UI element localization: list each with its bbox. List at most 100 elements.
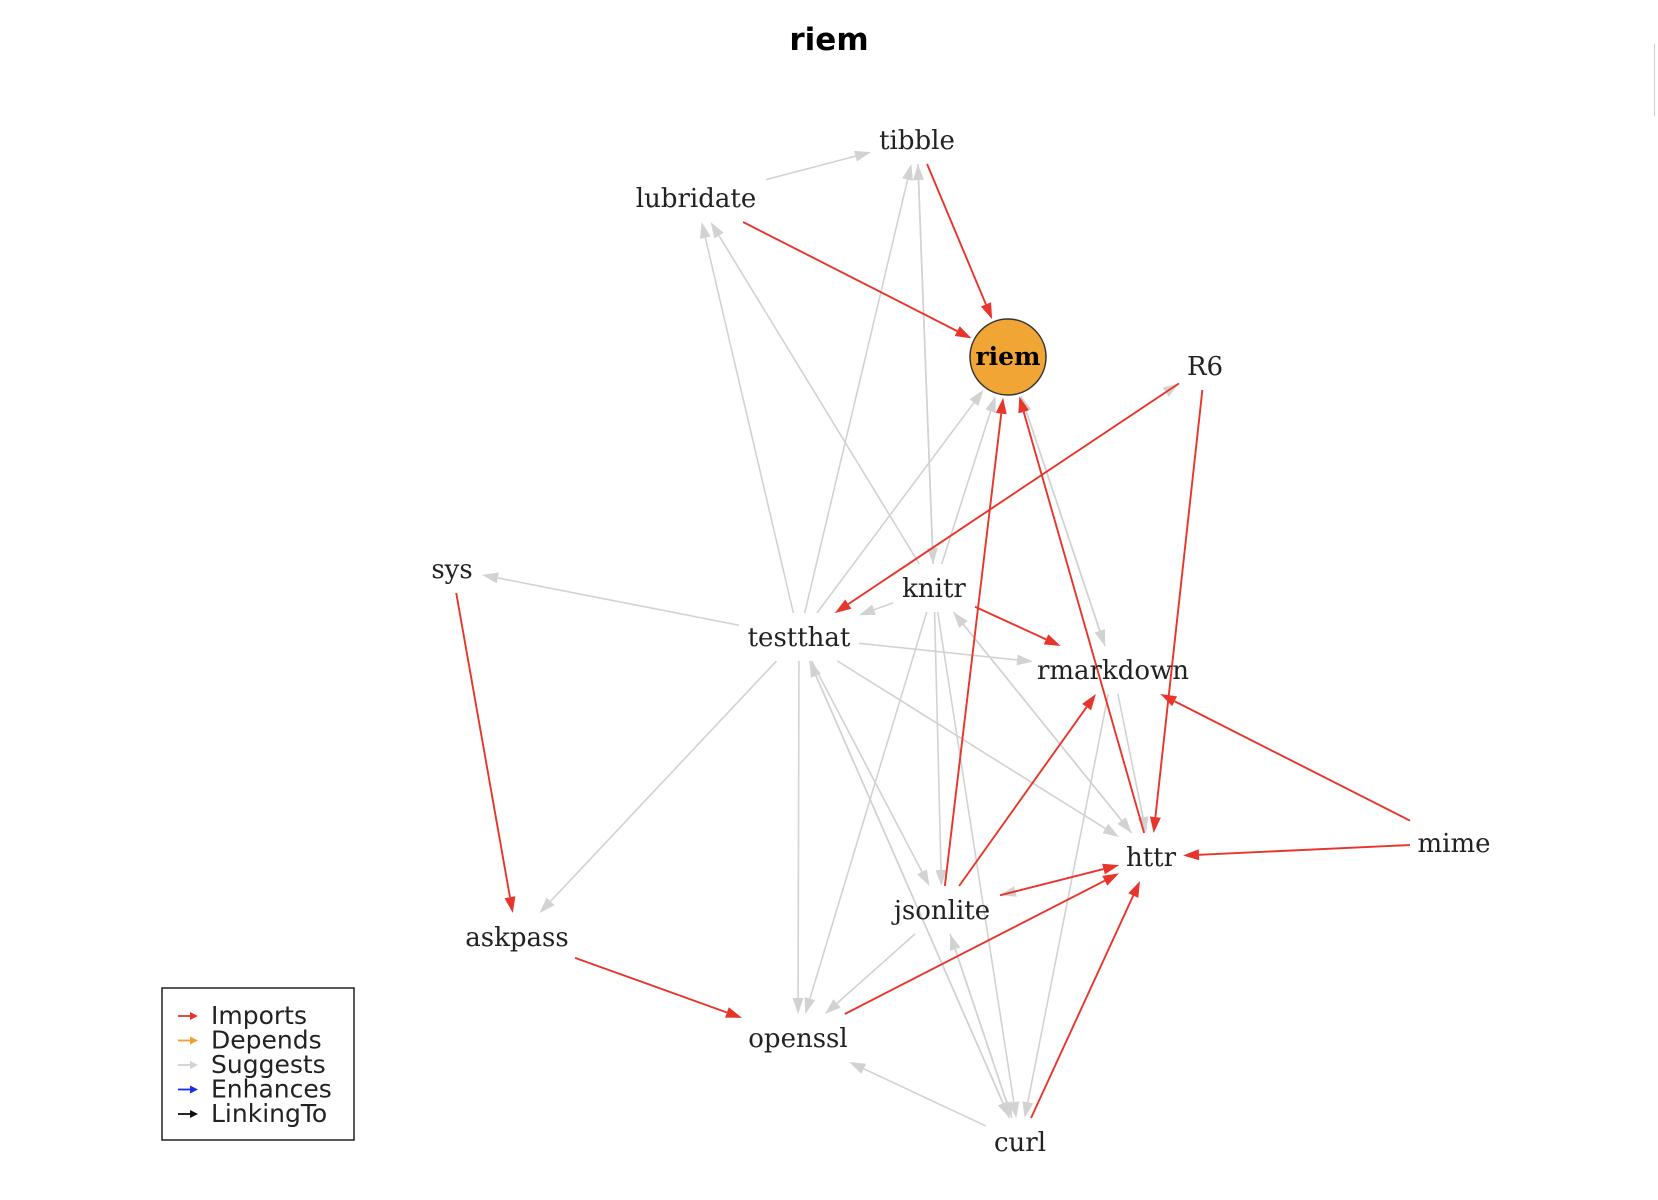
node-askpass: askpass (465, 923, 568, 953)
node-label-R6: R6 (1187, 352, 1223, 382)
node-label-jsonlite: jsonlite (891, 896, 990, 926)
arrowhead (834, 599, 852, 613)
legend-item-linkingto: LinkingTo (178, 1099, 327, 1128)
legend-label: Suggests (211, 1050, 326, 1079)
node-label-mime: mime (1417, 829, 1490, 859)
edge-testthat-to-jsonlite (810, 660, 930, 886)
legend-item-depends: Depends (178, 1026, 322, 1055)
arrowhead (809, 661, 821, 678)
arrowhead (792, 997, 804, 1014)
edge-testthat-to-lubridate (699, 222, 795, 614)
legend-item-suggests: Suggests (178, 1050, 326, 1079)
edge-httr-to-riem (1018, 396, 1146, 834)
arrowhead (699, 222, 711, 239)
edge-knitr-to-curl (936, 611, 1020, 1118)
edge-knitr-to-jsonlite (933, 611, 947, 886)
arrowhead (804, 997, 816, 1014)
arrowhead (953, 612, 968, 628)
arrowhead (1022, 1101, 1034, 1118)
edge-curl-to-jsonlite (949, 934, 1013, 1119)
edge-mime-to-rmarkdown (1160, 694, 1411, 822)
edge-jsonlite-to-rmarkdown (958, 694, 1096, 887)
arrowhead (539, 897, 555, 913)
node-label-lubridate: lubridate (636, 184, 756, 214)
node-knitr: knitr (902, 574, 966, 604)
edge-tibble-to-knitr (917, 163, 938, 564)
arrowhead (725, 1007, 742, 1018)
node-label-askpass: askpass (465, 923, 568, 953)
arrowhead (926, 547, 938, 564)
node-openssl: openssl (748, 1024, 847, 1054)
edge-R6-to-httr (1149, 389, 1204, 833)
arrowhead (1102, 863, 1119, 875)
focus-node-circle (969, 318, 1047, 396)
edge-rmarkdown-to-curl (1022, 693, 1110, 1118)
arrowhead (1183, 849, 1200, 861)
node-label-sys: sys (431, 555, 472, 585)
arrowhead (859, 604, 876, 616)
legend-label: LinkingTo (211, 1099, 327, 1128)
arrowhead (995, 397, 1007, 415)
arrowhead (1001, 1101, 1013, 1118)
edge-jsonlite-to-httr (999, 863, 1119, 897)
arrowhead (1018, 396, 1029, 414)
legend-label: Enhances (211, 1075, 332, 1104)
node-riem: riem (969, 318, 1047, 396)
arrowhead (710, 222, 724, 239)
arrowhead (854, 150, 871, 162)
arrowhead (1082, 694, 1096, 711)
edge-rmarkdown-to-httr (1117, 693, 1149, 833)
node-rmarkdown: rmarkdown (1037, 656, 1189, 686)
edge-R6-to-testthat (834, 382, 1180, 613)
arrowhead (985, 396, 996, 413)
arrowhead (849, 1062, 867, 1074)
edge-jsonlite-to-riem (943, 397, 1007, 887)
edge-jsonlite-to-openssl (825, 933, 916, 1014)
edge-tibble-to-riem (926, 163, 993, 320)
arrowhead (902, 164, 913, 181)
arrowhead (917, 869, 930, 886)
node-jsonlite: jsonlite (891, 896, 990, 926)
node-label-curl: curl (994, 1128, 1046, 1158)
edge-testthat-to-sys (482, 572, 740, 627)
arrowhead (482, 572, 499, 584)
edge-knitr-to-testthat (859, 602, 894, 616)
edge-openssl-to-httr (844, 873, 1119, 1015)
node-label-tibble: tibble (879, 126, 955, 156)
arrowhead (504, 896, 516, 913)
node-tibble: tibble (879, 126, 955, 156)
legend-label: Imports (211, 1001, 307, 1030)
arrowhead (1094, 629, 1106, 646)
node-curl: curl (994, 1128, 1046, 1158)
edge-riem-to-rmarkdown (1020, 395, 1106, 646)
node-label-openssl: openssl (748, 1024, 847, 1054)
node-label-riem: riem (975, 342, 1040, 371)
arrowhead (949, 934, 961, 951)
edge-curl-to-httr (1030, 881, 1140, 1119)
arrowhead (935, 869, 947, 886)
arrowhead (1128, 881, 1140, 898)
node-R6: R6 (1187, 352, 1223, 382)
legend-item-imports: Imports (178, 1001, 307, 1030)
edge-curl-to-testthat (809, 661, 1011, 1119)
arrowhead (1102, 823, 1119, 837)
edge-testthat-to-httr (836, 660, 1119, 837)
arrowhead (1160, 694, 1178, 707)
node-mime: mime (1417, 829, 1490, 859)
edge-knitr-to-riem (940, 396, 996, 565)
graph-title: riem (789, 22, 868, 58)
node-label-testthat: testthat (748, 623, 851, 653)
legend-label: Depends (211, 1026, 322, 1055)
edge-lubridate-to-riem (742, 221, 972, 339)
edge-lubridate-to-tibble (765, 150, 871, 181)
node-sys: sys (431, 555, 472, 585)
edge-knitr-to-lubridate (710, 222, 921, 565)
arrowhead (980, 302, 993, 320)
arrowhead (1016, 654, 1033, 666)
node-httr: httr (1126, 843, 1177, 873)
node-layer: riem tibble lubridate R6 sys knitr testthat rma… (431, 126, 1490, 1158)
arrowhead (969, 389, 984, 406)
edge-testthat-to-riem (816, 389, 984, 614)
edge-testthat-to-tibble (803, 164, 913, 614)
